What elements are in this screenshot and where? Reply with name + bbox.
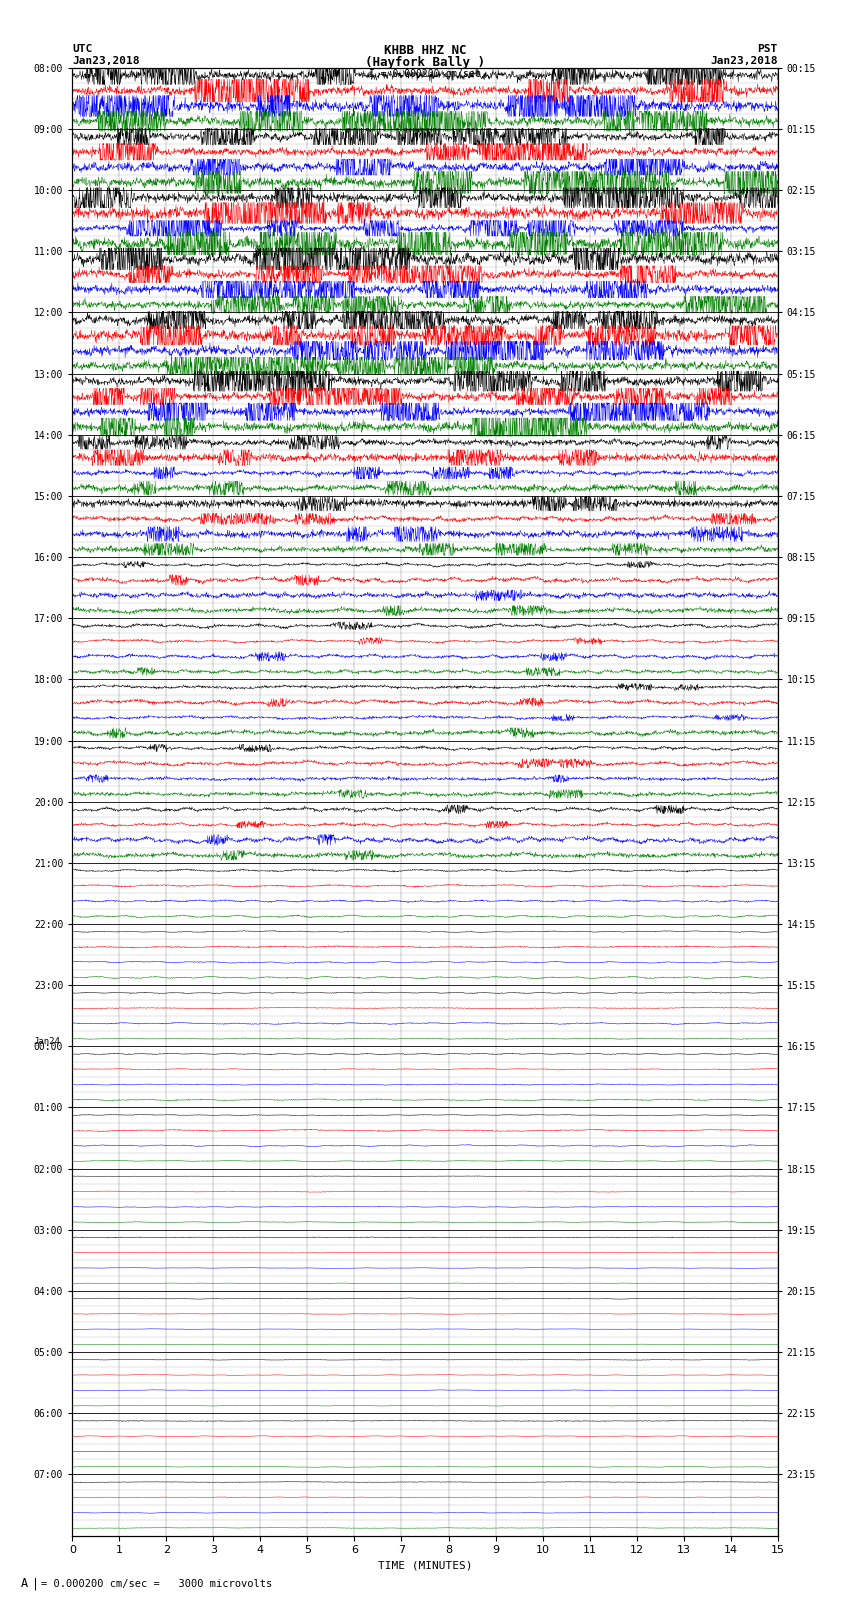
- Text: PST: PST: [757, 44, 778, 53]
- Text: Jan24: Jan24: [34, 1037, 60, 1047]
- Text: I = 0.000200 cm/sec: I = 0.000200 cm/sec: [369, 69, 481, 79]
- Text: Jan23,2018: Jan23,2018: [711, 56, 778, 66]
- Text: Jan23,2018: Jan23,2018: [72, 56, 139, 66]
- Text: A: A: [21, 1578, 28, 1590]
- X-axis label: TIME (MINUTES): TIME (MINUTES): [377, 1561, 473, 1571]
- Text: UTC: UTC: [72, 44, 93, 53]
- Text: = 0.000200 cm/sec =   3000 microvolts: = 0.000200 cm/sec = 3000 microvolts: [41, 1579, 272, 1589]
- Text: |: |: [32, 1578, 39, 1590]
- Text: (Hayfork Bally ): (Hayfork Bally ): [365, 56, 485, 69]
- Text: KHBB HHZ NC: KHBB HHZ NC: [383, 44, 467, 56]
